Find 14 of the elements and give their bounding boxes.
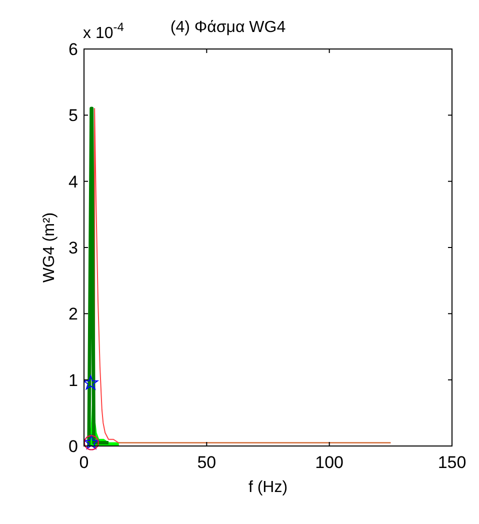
x-tick-label: 150: [438, 453, 466, 472]
text: x 10$^{-4}$: [83, 20, 124, 42]
y-tick-label: 1: [68, 370, 78, 390]
y-tick-label: 0: [68, 437, 78, 456]
x-tick-label: 50: [197, 453, 216, 472]
x-tick-label: 100: [315, 453, 344, 472]
y-tick-label: 4: [68, 172, 78, 192]
y-tick-label: 3: [68, 238, 78, 258]
y-tick-label: 5: [68, 106, 78, 126]
x-axis-title: f (Hz): [248, 479, 288, 496]
y-axis-title: WG4 (m²): [41, 212, 58, 283]
chart-title: (4) Φάσμα WG4: [170, 19, 286, 36]
y-tick-label: 2: [68, 304, 78, 324]
y-tick-label: 6: [68, 40, 78, 59]
